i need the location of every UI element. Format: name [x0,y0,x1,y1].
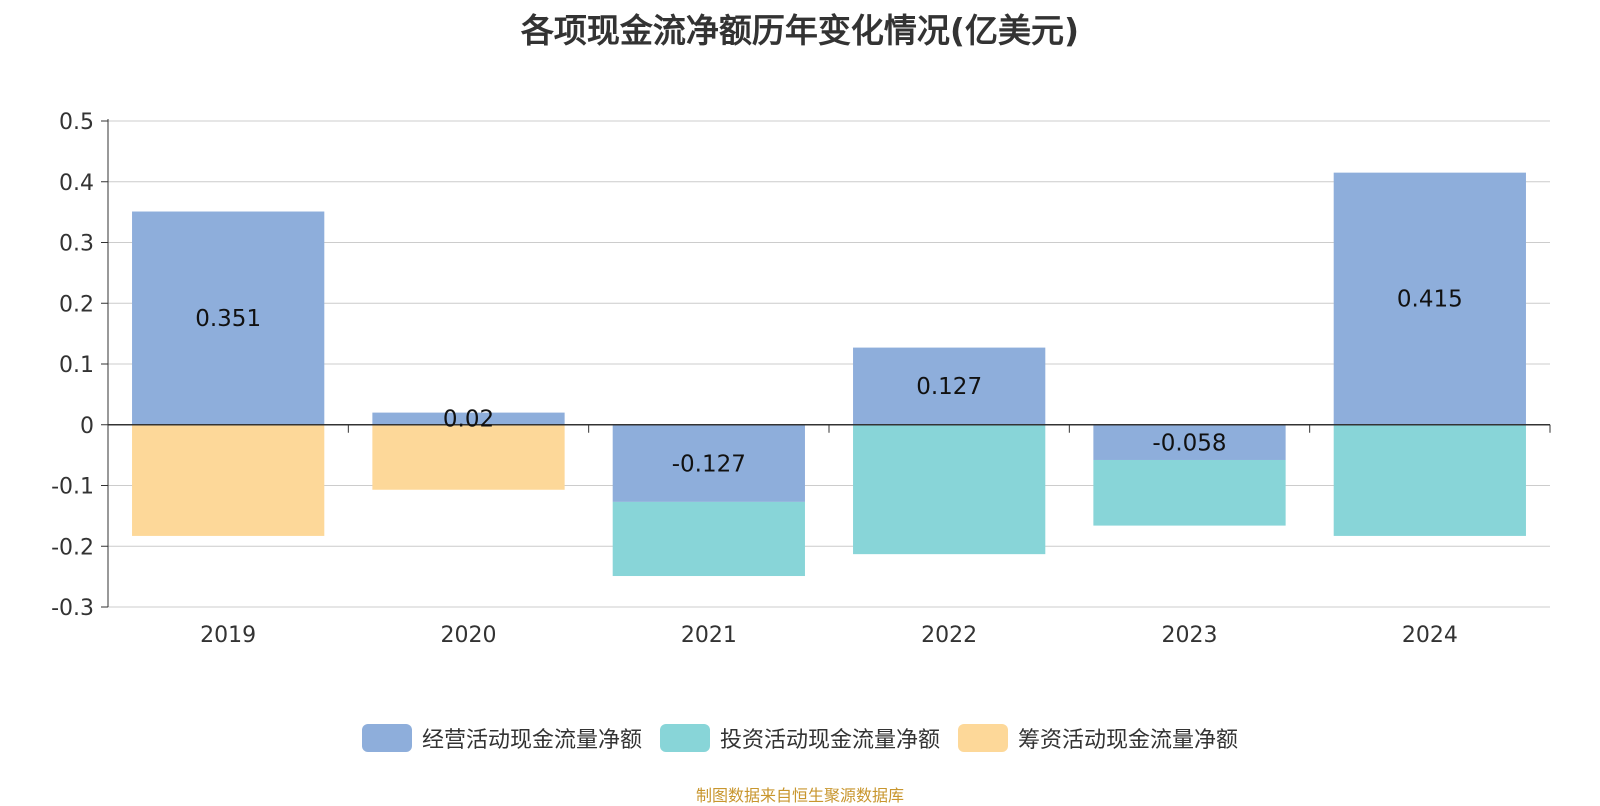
bar-1-2024 [1333,424,1526,536]
chart-title: 各项现金流净额历年变化情况(亿美元) [520,11,1080,50]
x-tick-label: 2023 [1162,623,1218,648]
y-tick-label: 0 [80,414,94,439]
data-label: 0.415 [1397,287,1463,313]
bar-1-2021 [612,501,805,577]
y-tick-label: 0.4 [59,171,94,196]
data-label: 0.02 [443,407,494,433]
bar-1-2023 [1093,459,1286,526]
x-tick-label: 2020 [441,623,497,648]
x-tick-label: 2019 [200,623,256,648]
source-note: 制图数据来自恒生聚源数据库 [695,786,904,805]
bar-0-2022 [853,347,1046,425]
y-tick-label: 0.1 [59,353,94,378]
y-tick-label: 0.2 [59,292,94,317]
legend-item-operating[interactable]: 经营活动现金流量净额 [361,722,642,754]
legend: 经营活动现金流量净额 投资活动现金流量净额 筹资活动现金流量净额 [0,722,1600,754]
bar-0-2021 [612,424,805,502]
legend-swatch-financing [958,724,1008,752]
legend-item-investing[interactable]: 投资活动现金流量净额 [659,722,940,754]
y-tick-label: -0.1 [51,475,94,500]
y-tick-label: -0.2 [51,535,94,560]
data-label: 0.127 [916,374,982,400]
bar-2-2020 [372,424,565,490]
bar-0-2024 [1333,172,1526,425]
x-tick-label: 2024 [1402,623,1458,648]
legend-label-financing: 筹资活动现金流量净额 [1018,728,1239,753]
y-tick-label: 0.5 [59,110,94,135]
bar-2-2019 [132,424,325,536]
x-tick-label: 2022 [921,623,977,648]
legend-swatch-operating [361,724,412,752]
legend-label-operating: 经营活动现金流量净额 [421,728,642,753]
x-tick-label: 2021 [681,623,737,648]
data-label: 0.351 [195,306,261,332]
y-tick-label: -0.3 [51,596,94,621]
bar-0-2019 [132,211,325,425]
y-tick-label: 0.3 [59,232,94,257]
data-label: -0.127 [672,451,746,477]
legend-label-investing: 投资活动现金流量净额 [719,728,940,753]
bar-1-2022 [853,424,1046,555]
data-label: -0.058 [1152,430,1226,456]
legend-item-financing[interactable]: 筹资活动现金流量净额 [958,722,1238,754]
bar-0-2020 [372,412,565,425]
legend-swatch-investing [659,724,710,752]
bar-0-2023 [1093,424,1286,460]
